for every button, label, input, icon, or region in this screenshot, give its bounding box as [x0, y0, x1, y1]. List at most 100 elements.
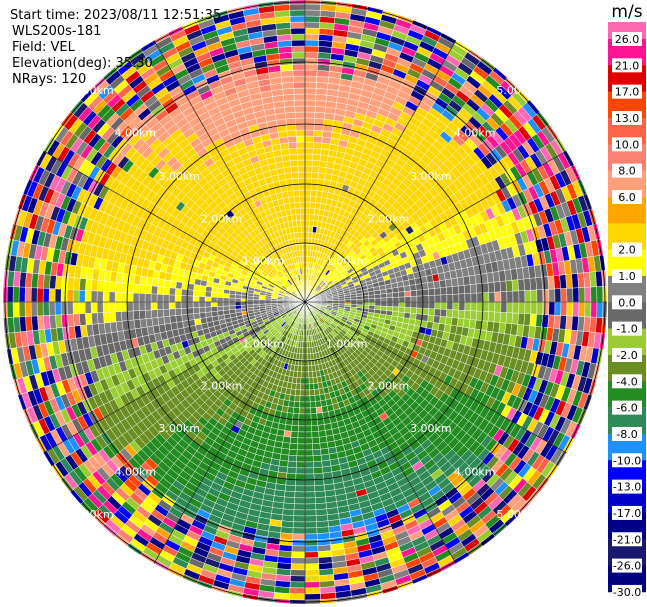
radar-gate [440, 286, 448, 296]
radar-gate [174, 308, 182, 316]
radar-gate [304, 207, 311, 215]
radar-gate [288, 147, 298, 156]
radar-gate [304, 569, 320, 577]
radar-gate [291, 557, 306, 565]
radar-gate [409, 284, 417, 292]
radar-gate [316, 526, 330, 534]
radar-gate [288, 400, 295, 408]
radar-gate [102, 291, 110, 303]
radar-gate [317, 172, 326, 180]
radar-gate [299, 389, 306, 397]
radar-gate [300, 225, 306, 233]
radar-gate [297, 431, 306, 439]
radar-gate [284, 172, 293, 180]
radar-gate [293, 407, 300, 415]
radar-gate [315, 508, 328, 516]
radar-gate [304, 15, 321, 23]
radar-gate [304, 171, 313, 179]
radar-gate [311, 437, 321, 445]
radar-gate [297, 159, 306, 167]
radar-gate [291, 39, 306, 47]
radar-gate [290, 21, 306, 29]
radar-gate [304, 225, 310, 233]
radar-gate [291, 57, 306, 65]
radar-gate [506, 290, 514, 303]
radar-gate [204, 301, 212, 308]
radar-gate [404, 290, 412, 298]
radar-gate [318, 166, 327, 174]
radar-gate [279, 538, 293, 546]
radar-gate [313, 129, 324, 138]
radar-gate [295, 117, 306, 125]
radar-gate [309, 389, 316, 397]
radar-gate [54, 301, 62, 316]
radar-gate [42, 301, 50, 316]
radar-gate [315, 502, 327, 510]
radar-gate [291, 45, 306, 53]
radar-gate [321, 191, 329, 199]
radar-gate [222, 293, 230, 299]
radar-gate [234, 298, 242, 303]
radar-gate [216, 292, 224, 298]
radar-gate [301, 353, 306, 361]
radar-gate [216, 297, 224, 303]
radar-gate [297, 165, 306, 173]
radar-gate [319, 154, 329, 162]
radar-gate [210, 296, 218, 303]
radar-gate [284, 106, 296, 114]
radar-gate [427, 281, 435, 290]
radar-gate [487, 281, 495, 293]
radar-gate [132, 283, 141, 294]
radar-gate [312, 454, 322, 463]
radar-gate [132, 310, 141, 321]
radar-gate [304, 395, 311, 403]
radar-gate [246, 295, 254, 300]
radar-gate [289, 587, 306, 595]
radar-gate [66, 301, 74, 315]
radar-gate [291, 51, 306, 59]
radar-gate [304, 159, 313, 167]
radar-gate [304, 99, 316, 107]
radar-gate [304, 153, 313, 161]
radar-gate [298, 353, 303, 361]
radar-gate [440, 294, 448, 303]
radar-gate [304, 515, 317, 523]
radar-gate [304, 383, 310, 391]
radar-gate [316, 64, 331, 72]
radar-gate [312, 153, 321, 162]
radar-gate [293, 503, 306, 511]
radar-gate [286, 129, 297, 138]
radar-gate [464, 293, 472, 303]
radar-gate [79, 278, 87, 291]
radar-gate [300, 219, 306, 227]
radar-gate [304, 389, 311, 397]
radar-gate [217, 287, 225, 294]
radar-gate [198, 290, 206, 298]
radar-gate [280, 70, 294, 78]
radar-gate [304, 9, 321, 17]
radar-gate [310, 407, 317, 415]
radar-gate [572, 287, 580, 303]
radar-gate [311, 171, 319, 179]
radar-gate [293, 93, 306, 101]
radar-gate [169, 315, 177, 324]
radar-gate [304, 473, 315, 481]
radar-gate [91, 279, 99, 292]
radar-gate [291, 545, 306, 553]
radar-gate [304, 93, 317, 101]
radar-gate [96, 290, 104, 303]
radar-gate [284, 490, 296, 498]
radar-gate [97, 280, 105, 292]
radar-gate [289, 159, 299, 167]
radar-gate [258, 299, 266, 303]
radar-gate [304, 581, 321, 589]
radar-gate [304, 189, 312, 197]
radar-gate [299, 201, 306, 209]
radar-gate [180, 295, 188, 303]
radar-gate [296, 135, 306, 143]
radar-gate [299, 401, 306, 409]
radar-gate [283, 430, 292, 438]
radar-gate [234, 301, 242, 306]
radar-gate [115, 281, 123, 293]
